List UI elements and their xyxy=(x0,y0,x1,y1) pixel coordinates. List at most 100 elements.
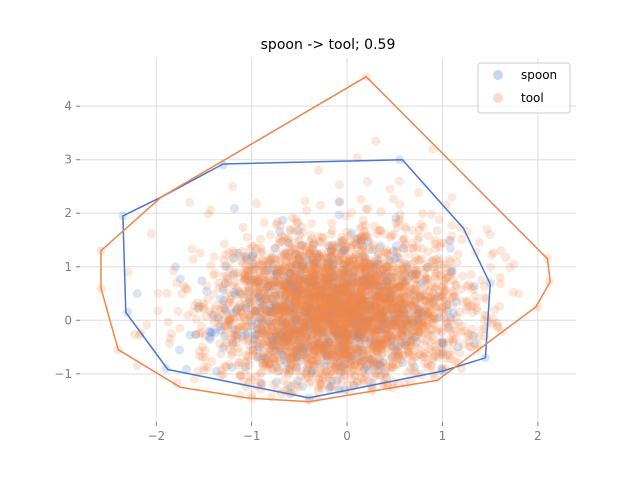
data-point-spoon xyxy=(283,333,293,343)
data-point-spoon xyxy=(344,304,354,314)
data-point-tool xyxy=(421,273,431,283)
data-point-tool xyxy=(266,269,276,279)
data-point-spoon xyxy=(257,354,267,364)
data-point-spoon xyxy=(360,253,370,263)
data-point-spoon xyxy=(368,356,378,366)
data-point-spoon xyxy=(288,287,298,297)
data-point-tool xyxy=(330,298,340,308)
data-point-tool xyxy=(446,236,456,246)
data-point-tool xyxy=(405,271,415,281)
data-point-spoon xyxy=(253,352,263,362)
data-point-tool xyxy=(368,302,378,312)
data-point-tool xyxy=(315,380,325,390)
data-point-tool xyxy=(438,291,448,301)
data-point-tool xyxy=(175,323,185,333)
data-point-spoon xyxy=(365,337,375,347)
data-point-spoon xyxy=(323,314,333,324)
data-point-spoon xyxy=(343,328,353,338)
data-point-tool xyxy=(270,328,280,338)
data-point-tool xyxy=(514,289,524,299)
data-point-spoon xyxy=(276,330,286,340)
data-point-spoon xyxy=(354,303,364,313)
data-point-tool xyxy=(278,375,288,385)
data-point-tool xyxy=(346,352,356,362)
data-point-spoon xyxy=(295,332,305,342)
data-point-spoon xyxy=(305,283,315,293)
data-point-tool xyxy=(377,309,387,319)
data-point-tool xyxy=(407,358,417,368)
data-point-tool xyxy=(444,254,454,264)
data-point-spoon xyxy=(337,265,347,275)
data-point-spoon xyxy=(324,384,334,394)
data-point-tool xyxy=(352,263,362,273)
data-point-spoon xyxy=(336,367,346,377)
data-point-spoon xyxy=(343,267,353,277)
data-point-spoon xyxy=(332,316,342,326)
data-point-spoon xyxy=(339,285,349,295)
data-point-tool xyxy=(381,373,391,383)
data-point-spoon xyxy=(182,364,192,374)
data-point-tool xyxy=(479,281,489,291)
data-point-tool xyxy=(325,315,335,325)
data-point-spoon xyxy=(363,320,373,330)
data-point-tool xyxy=(320,281,330,291)
data-point-spoon xyxy=(415,307,425,317)
data-point-tool xyxy=(264,282,274,292)
data-point-spoon xyxy=(447,266,457,276)
data-point-tool xyxy=(236,370,246,380)
x-tick-label: 0 xyxy=(343,429,351,443)
data-point-spoon xyxy=(313,339,323,349)
data-point-tool xyxy=(195,248,205,258)
data-point-spoon xyxy=(392,302,402,312)
data-point-spoon xyxy=(279,271,289,281)
data-point-spoon xyxy=(353,332,363,342)
data-point-spoon xyxy=(387,289,397,299)
data-point-spoon xyxy=(299,344,309,354)
data-point-tool xyxy=(375,276,385,286)
data-point-spoon xyxy=(414,314,424,324)
data-point-spoon xyxy=(411,304,421,314)
data-point-spoon xyxy=(330,325,340,335)
data-point-tool xyxy=(216,349,226,359)
data-point-tool xyxy=(327,344,337,354)
data-point-tool xyxy=(344,255,354,265)
legend-label-tool: tool xyxy=(521,91,544,105)
data-point-tool xyxy=(401,224,411,234)
data-point-spoon xyxy=(365,259,375,269)
data-point-spoon xyxy=(311,304,321,314)
data-point-spoon xyxy=(328,262,338,272)
data-point-tool xyxy=(332,278,342,288)
data-point-tool xyxy=(249,275,259,285)
data-point-spoon xyxy=(275,227,285,237)
data-point-spoon xyxy=(320,341,330,351)
data-point-tool xyxy=(301,352,311,362)
data-point-tool xyxy=(373,269,383,279)
data-point-spoon xyxy=(315,286,325,296)
data-point-spoon xyxy=(303,312,313,322)
data-point-spoon xyxy=(368,245,378,255)
data-point-spoon xyxy=(324,241,334,251)
data-point-tool xyxy=(372,229,382,239)
data-point-spoon xyxy=(394,281,404,291)
data-point-spoon xyxy=(256,323,266,333)
data-point-spoon xyxy=(289,325,299,335)
data-point-spoon xyxy=(248,275,258,285)
data-point-tool xyxy=(162,288,172,298)
data-point-spoon xyxy=(339,326,349,336)
data-point-tool xyxy=(423,231,433,241)
data-point-spoon xyxy=(349,272,359,282)
data-point-spoon xyxy=(304,276,314,286)
data-point-spoon xyxy=(338,311,348,321)
data-point-tool xyxy=(277,263,287,273)
data-point-spoon xyxy=(335,348,345,358)
data-point-spoon xyxy=(248,259,258,269)
data-point-tool xyxy=(304,372,314,382)
data-point-tool xyxy=(399,290,409,300)
data-point-tool xyxy=(226,255,236,265)
data-point-spoon xyxy=(270,243,280,253)
data-point-tool xyxy=(466,269,476,279)
data-point-tool xyxy=(245,293,255,303)
data-point-spoon xyxy=(255,297,265,307)
data-point-spoon xyxy=(360,364,370,374)
data-point-spoon xyxy=(265,317,275,327)
